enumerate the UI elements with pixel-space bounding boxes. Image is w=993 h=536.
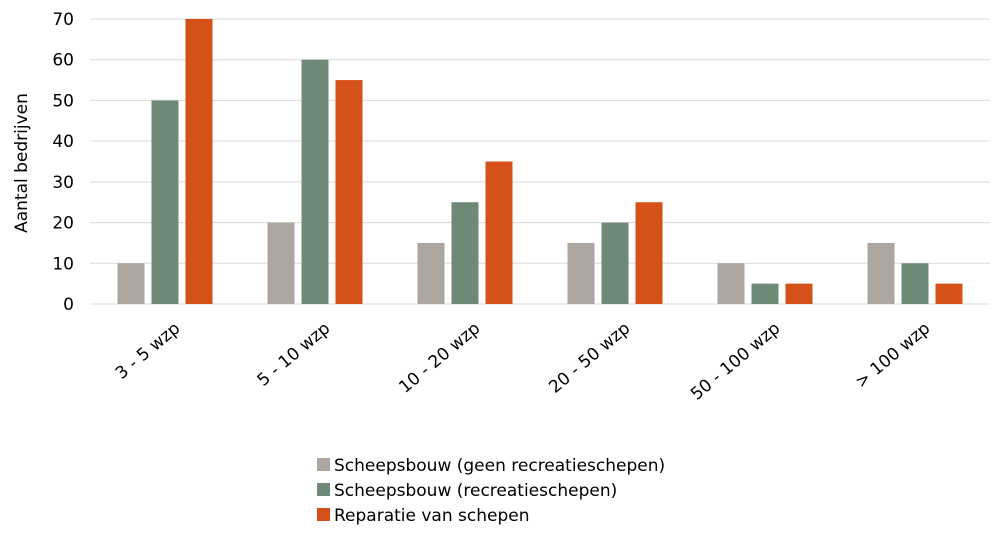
y-tick-label: 30 (52, 173, 74, 193)
y-axis-title: Aantal bedrijven (12, 93, 32, 233)
bar-2-1 (151, 100, 179, 304)
bar-1-6 (867, 242, 895, 304)
legend-swatch (317, 508, 330, 521)
bar-1-4 (567, 242, 595, 304)
gridlines (90, 18, 990, 305)
x-tick-label: 5 - 10 wzp (254, 319, 335, 391)
legend-label: Reparatie van schepen (334, 506, 530, 526)
y-axis-ticks: 0 10 20 30 40 50 60 70 (52, 10, 74, 315)
bar-3-4 (635, 202, 663, 304)
y-tick-label: 50 (52, 91, 74, 111)
legend-swatch (317, 458, 330, 471)
bar-3-1 (185, 19, 213, 304)
bar-3-2 (335, 80, 363, 304)
bar-2-6 (901, 263, 929, 304)
y-tick-label: 60 (52, 51, 74, 71)
bar-3-3 (485, 161, 513, 304)
x-tick-label: 10 - 20 wzp (395, 319, 484, 398)
bar-2-5 (751, 283, 779, 304)
y-tick-label: 0 (63, 295, 74, 315)
legend-label: Scheepsbouw (geen recreatieschepen) (334, 456, 665, 476)
x-tick-label: 50 - 100 wzp (687, 319, 784, 405)
bar-3-5 (785, 283, 813, 304)
bar-1-2 (267, 222, 295, 304)
bar-2-3 (451, 202, 479, 304)
bar-1-5 (717, 263, 745, 304)
y-tick-label: 10 (52, 254, 74, 274)
legend-swatch (317, 483, 330, 496)
bar-1-1 (117, 263, 145, 304)
x-tick-label: > 100 wzp (852, 319, 935, 393)
bar-2-2 (301, 59, 329, 304)
x-tick-label: 3 - 5 wzp (112, 319, 184, 384)
legend: Scheepsbouw (geen recreatieschepen) Schee… (317, 456, 665, 526)
y-tick-label: 20 (52, 214, 74, 234)
y-tick-label: 70 (52, 10, 74, 30)
bar-1-3 (417, 242, 445, 304)
x-tick-label: 20 - 50 wzp (545, 319, 634, 398)
y-tick-label: 40 (52, 132, 74, 152)
x-axis-ticks: 3 - 5 wzp 5 - 10 wzp 10 - 20 wzp 20 - 50 wz… (112, 319, 934, 405)
bar-3-6 (935, 283, 963, 304)
legend-label: Scheepsbouw (recreatieschepen) (334, 481, 617, 501)
bar-2-4 (601, 222, 629, 304)
bars (117, 19, 963, 304)
